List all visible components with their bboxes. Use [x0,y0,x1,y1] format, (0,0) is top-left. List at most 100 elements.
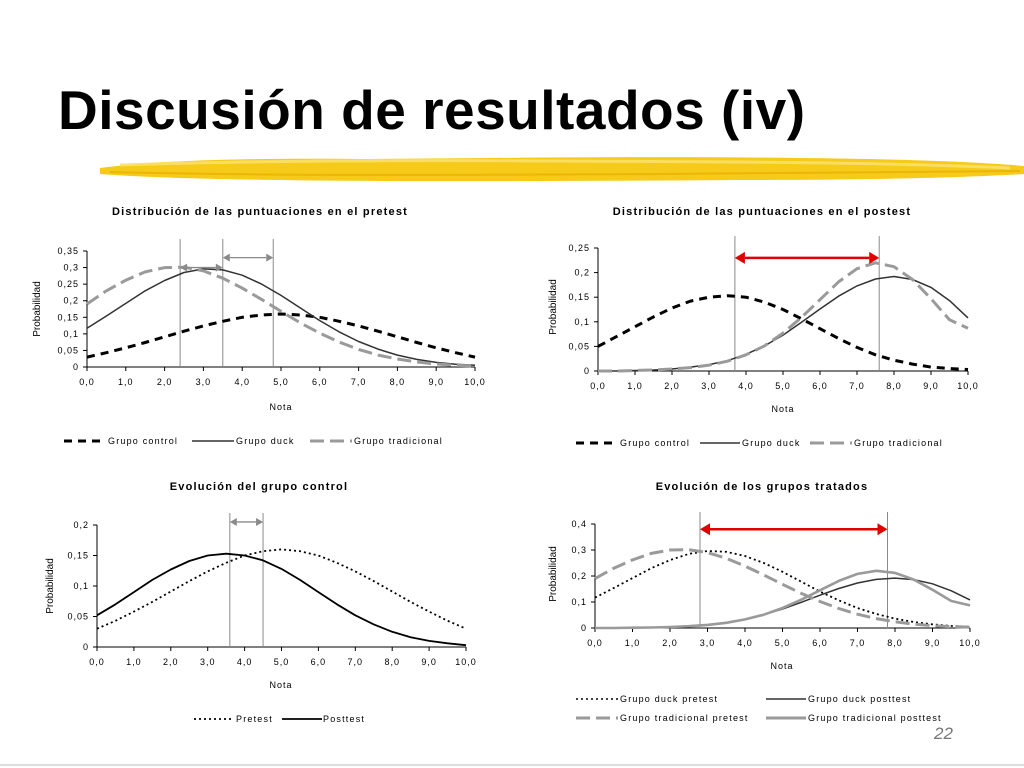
series-line-grupo-tradicional-posttest [595,569,971,630]
series-line-grupo-duck [86,268,476,367]
x-tick-label: 7,0 [849,381,865,391]
legend-label: Pretest [236,714,273,724]
legend-label: Grupo duck posttest [808,694,911,704]
x-tick-label: 4,0 [737,638,753,648]
x-tick-label: 2,0 [163,657,179,667]
x-tick-label: 8,0 [390,377,406,387]
chart-evolucion-tratados: Evolución de los grupos tratados 0 0,1 0,2… [540,470,1010,735]
y-tick-label: 0,05 [67,612,89,622]
chart-evolucion-control: Evolución del grupo control 0 0,05 0,1 0,15… [30,470,500,735]
x-tick-label: 8,0 [886,381,902,391]
series-line-posttest [96,552,467,647]
x-tick-label: 9,0 [428,377,444,387]
x-axis-label: Nota [269,402,292,412]
y-tick-label: 0,2 [574,268,590,278]
arrow-head-right [215,263,223,272]
x-tick-label: 0,0 [79,377,95,387]
chart-pretest: Distribución de las puntuaciones en el p… [20,195,500,460]
x-tick-label: 5,0 [273,377,289,387]
x-tick-label: 6,0 [812,381,828,391]
x-tick-label: 0,0 [89,657,105,667]
legend-label: Posttest [323,714,365,724]
y-tick-label: 0,1 [73,581,89,591]
arrow-head-right [877,523,888,536]
legend-label: Grupo control [108,436,178,446]
x-tick-label: 7,0 [850,638,866,648]
y-axis-label: Probabilidad [45,558,56,614]
legend-label: Grupo tradicional pretest [620,713,749,723]
series-line-pretest [96,548,467,630]
x-tick-label: 7,0 [351,377,367,387]
x-tick-label: 4,0 [237,657,253,667]
x-tick-label: 1,0 [118,377,134,387]
x-tick-label: 5,0 [775,381,791,391]
y-tick-label: 0 [581,623,587,633]
series-line-grupo-control [86,312,476,359]
x-tick-label: 4,0 [234,377,250,387]
chart-title: Evolución de los grupos tratados [656,481,869,493]
y-axis-label: Probabilidad [548,279,559,335]
legend-label: Grupo duck pretest [620,694,718,704]
x-tick-label: 1,0 [126,657,142,667]
x-tick-label: 5,0 [274,657,290,667]
x-tick-label: 10,0 [455,657,477,667]
x-axis-label: Nota [771,404,794,414]
chart-evolucion-control-svg: Evolución del grupo control 0 0,05 0,1 0,15… [45,481,477,724]
y-axis-label: Probabilidad [548,546,559,602]
chart-title: Evolución del grupo control [170,481,348,493]
series-line-grupo-duck-pretest [594,550,971,628]
y-tick-label: 0,1 [63,329,79,339]
y-tick-label: 0,3 [571,545,587,555]
legend-label: Grupo duck [742,438,801,448]
y-tick-label: 0 [73,362,79,372]
x-tick-label: 5,0 [775,638,791,648]
x-tick-label: 6,0 [312,377,328,387]
x-tick-label: 6,0 [311,657,327,667]
legend-label: Grupo tradicional [854,438,943,448]
y-tick-label: 0,2 [63,296,79,306]
x-tick-label: 9,0 [923,381,939,391]
y-tick-label: 0,05 [57,345,79,355]
x-tick-label: 3,0 [700,638,716,648]
arrow-head-left [180,263,188,272]
x-tick-label: 0,0 [587,638,603,648]
y-tick-label: 0,05 [568,341,590,351]
x-axis-label: Nota [269,680,292,690]
slide-title: Discusión de resultados (iv) [58,79,806,141]
x-tick-label: 1,0 [627,381,643,391]
chart-postest-svg: Distribución de las puntuaciones en el p… [548,206,979,448]
footer-divider [0,764,1024,766]
x-tick-label: 10,0 [957,381,979,391]
x-axis-label: Nota [770,661,793,671]
x-tick-label: 10,0 [464,377,486,387]
series-line-grupo-duck [598,275,969,372]
y-tick-label: 0,25 [57,279,79,289]
x-tick-label: 3,0 [200,657,216,667]
x-tick-label: 6,0 [812,638,828,648]
x-tick-label: 4,0 [738,381,754,391]
arrow-head-right [256,517,264,526]
x-tick-label: 7,0 [348,657,364,667]
chart-title: Distribución de las puntuaciones en el p… [112,206,408,218]
y-tick-label: 0,2 [73,520,89,530]
y-tick-label: 0,3 [63,263,79,273]
y-tick-label: 0 [584,366,590,376]
chart-pretest-svg: Distribución de las puntuaciones en el p… [32,206,486,446]
y-tick-label: 0,15 [568,292,590,302]
x-tick-label: 2,0 [664,381,680,391]
y-tick-label: 0,15 [67,551,89,561]
y-axis-label: Probabilidad [32,281,43,337]
x-tick-label: 3,0 [701,381,717,391]
chart-title: Distribución de las puntuaciones en el p… [613,206,911,218]
y-tick-label: 0,15 [57,312,79,322]
arrow-head-right [266,253,274,262]
x-tick-label: 2,0 [157,377,173,387]
series-line-grupo-control [597,294,969,371]
chart-evolucion-tratados-svg: Evolución de los grupos tratados 0 0,1 0,2… [548,481,980,723]
x-tick-label: 2,0 [662,638,678,648]
x-tick-label: 8,0 [384,657,400,667]
x-tick-label: 0,0 [590,381,606,391]
y-tick-label: 0,25 [568,243,590,253]
y-tick-label: 0,35 [57,246,79,256]
y-tick-label: 0,2 [571,571,587,581]
